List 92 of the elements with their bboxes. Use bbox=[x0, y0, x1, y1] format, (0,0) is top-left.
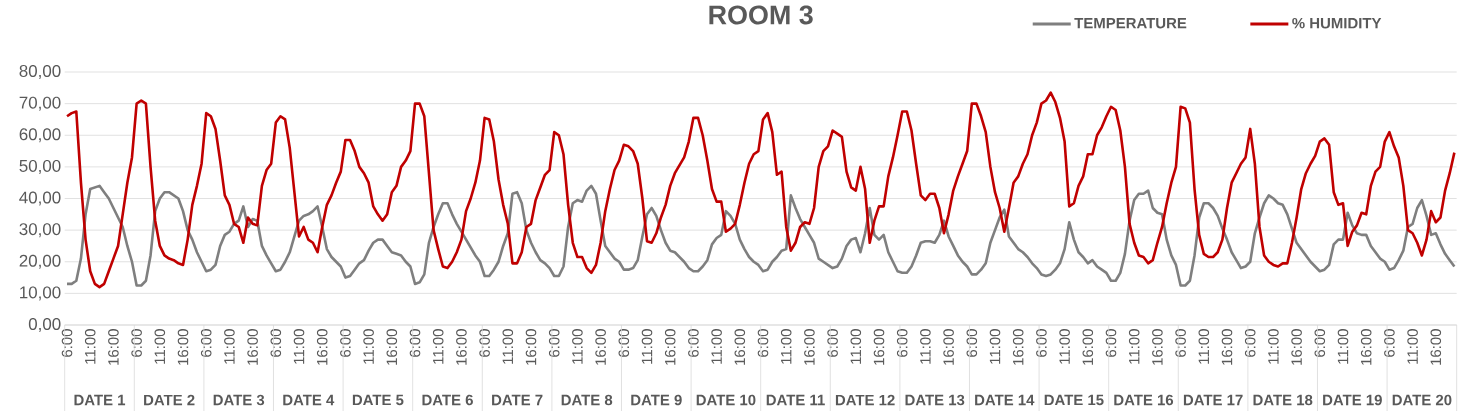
x-tick-label: 11:00 bbox=[1337, 329, 1349, 364]
y-tick-label: 20,00 bbox=[19, 254, 61, 269]
x-tick-label: 16:00 bbox=[316, 329, 328, 365]
y-tick-label: 40,00 bbox=[19, 191, 61, 206]
x-tick-label: 16:00 bbox=[456, 329, 467, 365]
text: DATE 7 bbox=[492, 394, 543, 406]
text: DATE 8 bbox=[561, 394, 613, 406]
x-tick-label: 11:00 bbox=[1268, 329, 1279, 364]
x-tick-label: 16:00 bbox=[247, 329, 258, 365]
x-tick-label: 11:00 bbox=[502, 329, 514, 364]
x-tick-label: 6:00 bbox=[548, 329, 560, 357]
x-tick-label: 16:00 bbox=[1082, 329, 1094, 365]
x-tick-label: 6:00 bbox=[131, 329, 142, 357]
x-tick-label: 11:00 bbox=[293, 329, 305, 364]
x-tick-label: 11:00 bbox=[1407, 329, 1418, 364]
y-tick-label: 50,00 bbox=[19, 159, 61, 174]
chart-title: ROOM 3 bbox=[709, 5, 813, 25]
y-tick-label: 0,00 bbox=[28, 318, 61, 333]
x-tick-label: 6:00 bbox=[270, 329, 282, 357]
x-tick-label: 11:00 bbox=[850, 329, 862, 364]
x-tick-label: 11:00 bbox=[224, 329, 235, 364]
legend-label: TEMPERATURE bbox=[1074, 17, 1187, 29]
x-tick-label: 16:00 bbox=[943, 329, 954, 365]
x-tick-label: 16:00 bbox=[1291, 329, 1302, 365]
x-tick-label: 6:00 bbox=[1175, 329, 1186, 357]
x-tick-label: 16:00 bbox=[1360, 329, 1372, 365]
text: DATE 15 bbox=[1044, 394, 1104, 406]
y-tick-label: 60,00 bbox=[19, 128, 61, 143]
x-tick-label: 6:00 bbox=[340, 329, 351, 357]
x-tick-label: 16:00 bbox=[873, 329, 885, 365]
x-tick-label: 6:00 bbox=[1105, 329, 1117, 357]
x-tick-label: 6:00 bbox=[757, 329, 769, 357]
x-tick-label: 11:00 bbox=[154, 329, 166, 364]
x-tick-label: 16:00 bbox=[595, 329, 606, 365]
x-tick-label: 11:00 bbox=[84, 329, 96, 364]
text: DATE 5 bbox=[352, 394, 404, 406]
x-tick-label: 11:00 bbox=[572, 329, 583, 364]
x-tick-label: 16:00 bbox=[734, 329, 746, 365]
y-tick-label: 80,00 bbox=[19, 65, 61, 80]
text: DATE 19 bbox=[1323, 394, 1382, 406]
x-tick-label: 16:00 bbox=[1430, 329, 1442, 365]
x-tick-label: 6:00 bbox=[200, 329, 212, 357]
x-tick-label: 11:00 bbox=[1059, 329, 1070, 364]
x-tick-label: 6:00 bbox=[896, 329, 908, 357]
x-tick-label: 11:00 bbox=[989, 329, 1001, 364]
x-tick-label: 11:00 bbox=[641, 329, 653, 364]
x-tick-label: 16:00 bbox=[1221, 329, 1233, 365]
x-tick-label: 11:00 bbox=[780, 329, 792, 364]
x-tick-label: 6:00 bbox=[827, 329, 838, 357]
x-tick-label: 16:00 bbox=[386, 329, 398, 365]
text: DATE 13 bbox=[905, 394, 965, 406]
text: DATE 1 bbox=[74, 394, 126, 406]
text: DATE 10 bbox=[696, 394, 756, 406]
x-tick-label: 11:00 bbox=[432, 329, 444, 364]
text: DATE 3 bbox=[213, 394, 265, 406]
x-tick-label: 11:00 bbox=[1198, 329, 1210, 364]
y-tick-label: 30,00 bbox=[19, 223, 61, 238]
x-tick-label: 16:00 bbox=[804, 329, 815, 365]
x-tick-label: 11:00 bbox=[363, 329, 374, 364]
x-tick-label: 6:00 bbox=[61, 329, 73, 357]
x-tick-label: 6:00 bbox=[1244, 329, 1256, 357]
text: DATE 20 bbox=[1392, 394, 1452, 406]
text: DATE 17 bbox=[1183, 394, 1243, 406]
text: DATE 11 bbox=[766, 394, 825, 406]
text: DATE 14 bbox=[975, 394, 1035, 406]
text: DATE 4 bbox=[283, 394, 335, 406]
text: DATE 18 bbox=[1253, 394, 1313, 406]
x-tick-label: 16:00 bbox=[108, 329, 119, 365]
x-tick-label: 16:00 bbox=[1012, 329, 1024, 365]
y-tick-label: 10,00 bbox=[20, 286, 61, 301]
text: DATE 16 bbox=[1114, 394, 1174, 406]
x-tick-label: 6:00 bbox=[1036, 329, 1047, 357]
x-tick-label: 16:00 bbox=[664, 329, 676, 365]
x-tick-label: 16:00 bbox=[1152, 329, 1163, 365]
x-tick-label: 6:00 bbox=[688, 329, 699, 357]
x-tick-label: 11:00 bbox=[711, 329, 722, 364]
text: DATE 12 bbox=[835, 394, 895, 406]
y-tick-label: 70,00 bbox=[19, 96, 61, 111]
x-tick-label: 6:00 bbox=[479, 329, 490, 357]
x-tick-label: 16:00 bbox=[525, 329, 537, 365]
x-tick-label: 6:00 bbox=[1314, 329, 1326, 357]
x-tick-label: 11:00 bbox=[920, 329, 931, 364]
x-tick-label: 6:00 bbox=[1384, 329, 1395, 357]
text: DATE 9 bbox=[631, 394, 682, 406]
x-tick-label: 16:00 bbox=[177, 329, 189, 365]
x-tick-label: 6:00 bbox=[409, 329, 421, 357]
x-tick-label: 6:00 bbox=[618, 329, 630, 357]
text: DATE 6 bbox=[422, 394, 473, 406]
x-tick-label: 11:00 bbox=[1128, 329, 1140, 364]
legend-label: % HUMIDITY bbox=[1292, 17, 1382, 29]
x-tick-label: 6:00 bbox=[966, 329, 978, 357]
text: DATE 2 bbox=[144, 394, 195, 406]
